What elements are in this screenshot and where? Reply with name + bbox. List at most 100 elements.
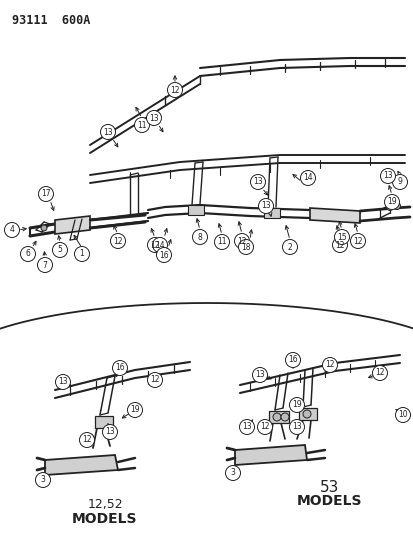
- Circle shape: [300, 171, 315, 185]
- Circle shape: [38, 257, 52, 272]
- Text: 13: 13: [58, 377, 68, 386]
- Circle shape: [252, 367, 267, 383]
- Circle shape: [384, 195, 399, 209]
- Circle shape: [55, 375, 70, 390]
- Circle shape: [225, 465, 240, 481]
- Circle shape: [258, 198, 273, 214]
- Text: 16: 16: [159, 251, 169, 260]
- Text: 3: 3: [40, 475, 45, 484]
- Text: 5: 5: [57, 246, 62, 254]
- Circle shape: [192, 230, 207, 245]
- Circle shape: [134, 117, 149, 133]
- Polygon shape: [235, 445, 306, 465]
- Circle shape: [74, 246, 89, 262]
- Text: 6: 6: [26, 249, 31, 259]
- Text: 14: 14: [302, 174, 312, 182]
- Text: 13: 13: [382, 172, 392, 181]
- Text: 13: 13: [242, 423, 251, 432]
- Text: 12: 12: [150, 376, 159, 384]
- Text: 8: 8: [197, 232, 202, 241]
- Text: 1: 1: [79, 249, 84, 259]
- Bar: [268, 411, 288, 423]
- Text: 4: 4: [9, 225, 14, 235]
- Text: 13: 13: [103, 127, 112, 136]
- Text: 12: 12: [150, 240, 159, 249]
- Circle shape: [5, 222, 19, 238]
- Circle shape: [238, 239, 253, 254]
- Circle shape: [100, 125, 115, 140]
- Circle shape: [214, 235, 229, 249]
- Text: 11: 11: [137, 120, 146, 130]
- Text: 13: 13: [292, 423, 301, 432]
- Text: 9: 9: [396, 177, 401, 187]
- Text: 7: 7: [43, 261, 47, 270]
- Text: MODELS: MODELS: [72, 512, 138, 526]
- Circle shape: [239, 419, 254, 434]
- Circle shape: [285, 352, 300, 367]
- Text: 2: 2: [287, 243, 292, 252]
- Text: 12: 12: [170, 85, 179, 94]
- Text: 13: 13: [253, 177, 262, 187]
- Text: 19: 19: [386, 198, 396, 206]
- Circle shape: [21, 246, 36, 262]
- Circle shape: [392, 174, 406, 190]
- Circle shape: [147, 238, 162, 253]
- Circle shape: [167, 83, 182, 98]
- Circle shape: [112, 360, 127, 376]
- Circle shape: [272, 413, 280, 421]
- Text: 12: 12: [82, 435, 92, 445]
- Circle shape: [289, 419, 304, 434]
- Polygon shape: [45, 455, 118, 475]
- Text: 12: 12: [237, 237, 246, 246]
- Text: 14: 14: [155, 240, 164, 249]
- Bar: [95, 416, 113, 428]
- Bar: [263, 208, 279, 218]
- Circle shape: [289, 398, 304, 413]
- Polygon shape: [55, 216, 90, 234]
- Text: 12: 12: [335, 240, 344, 249]
- Circle shape: [280, 413, 288, 421]
- Circle shape: [36, 472, 50, 488]
- Circle shape: [234, 233, 249, 248]
- Text: 16: 16: [287, 356, 297, 365]
- Bar: [298, 408, 316, 420]
- Circle shape: [322, 358, 337, 373]
- Polygon shape: [309, 208, 359, 223]
- Circle shape: [156, 247, 171, 262]
- Circle shape: [41, 225, 47, 231]
- Circle shape: [102, 424, 117, 440]
- Circle shape: [386, 204, 392, 211]
- Circle shape: [394, 408, 410, 423]
- Text: 16: 16: [115, 364, 124, 373]
- Circle shape: [302, 410, 310, 418]
- Circle shape: [38, 187, 53, 201]
- Text: 17: 17: [41, 190, 51, 198]
- Text: 53: 53: [320, 480, 339, 495]
- Text: 15: 15: [336, 232, 346, 241]
- Circle shape: [250, 174, 265, 190]
- Circle shape: [147, 373, 162, 387]
- Text: 12: 12: [325, 360, 334, 369]
- Text: 19: 19: [130, 406, 140, 415]
- Text: 93111  600A: 93111 600A: [12, 14, 90, 27]
- Circle shape: [282, 239, 297, 254]
- Text: 12: 12: [352, 237, 362, 246]
- Circle shape: [110, 233, 125, 248]
- Text: MODELS: MODELS: [297, 494, 362, 508]
- Text: 3: 3: [230, 469, 235, 478]
- Text: 11: 11: [217, 238, 226, 246]
- Circle shape: [257, 419, 272, 434]
- Circle shape: [334, 230, 349, 245]
- Text: 13: 13: [261, 201, 270, 211]
- Circle shape: [332, 238, 347, 253]
- Text: 18: 18: [241, 243, 250, 252]
- Text: 12: 12: [113, 237, 122, 246]
- Text: 13: 13: [254, 370, 264, 379]
- Text: 19: 19: [292, 400, 301, 409]
- Circle shape: [380, 168, 394, 183]
- Text: 12: 12: [374, 368, 384, 377]
- Circle shape: [79, 432, 94, 448]
- Circle shape: [350, 233, 365, 248]
- Text: 13: 13: [105, 427, 114, 437]
- Circle shape: [392, 203, 399, 209]
